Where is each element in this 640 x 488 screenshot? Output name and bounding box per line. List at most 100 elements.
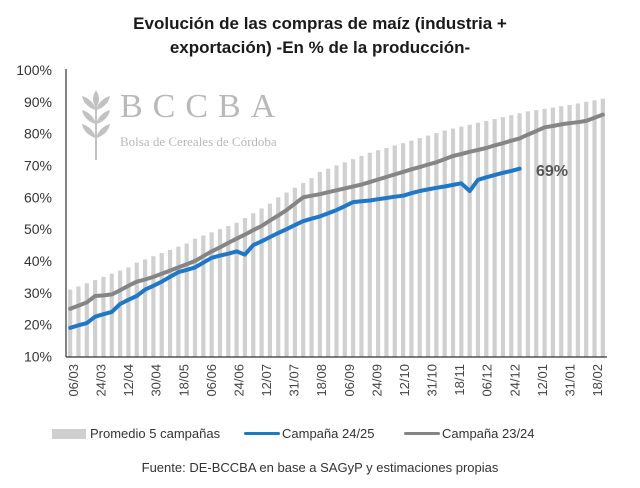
bar-promedio bbox=[176, 246, 181, 357]
bar-promedio bbox=[68, 289, 73, 357]
bar-promedio bbox=[326, 168, 331, 357]
y-tick-label: 30% bbox=[24, 285, 52, 301]
bar-promedio bbox=[384, 147, 389, 357]
bar-promedio bbox=[151, 256, 156, 357]
x-axis-ticks: 06/03 24/03 12/04 30/04 18/05 06/06 24/06 12/07… bbox=[66, 364, 605, 397]
bar-promedio bbox=[525, 111, 531, 357]
x-tick-label: 12/07 bbox=[259, 364, 274, 397]
bar-promedio bbox=[192, 238, 198, 357]
bar-promedio bbox=[142, 259, 148, 357]
bar-promedio bbox=[251, 213, 256, 357]
legend-item-2425: Campaña 24/25 bbox=[244, 426, 375, 441]
chart-title-line1: Evolución de las compras de maíz (indust… bbox=[133, 14, 507, 33]
bar-promedio bbox=[342, 162, 347, 357]
bar-promedio bbox=[109, 273, 114, 357]
bar-promedio bbox=[392, 145, 397, 357]
y-tick-label: 70% bbox=[24, 158, 52, 174]
bar-promedio bbox=[118, 270, 123, 357]
x-tick-label: 06/12 bbox=[480, 364, 495, 397]
y-tick-label: 60% bbox=[24, 189, 52, 205]
bar-promedio bbox=[442, 130, 447, 357]
line-campana-24-25 bbox=[68, 166, 522, 330]
x-tick-label: 24/12 bbox=[507, 364, 522, 397]
bar-promedio bbox=[467, 124, 472, 357]
bar-promedio bbox=[359, 155, 364, 357]
y-tick-label: 40% bbox=[24, 253, 52, 269]
x-tick-label: 24/03 bbox=[94, 364, 109, 397]
end-value-label: 69% bbox=[536, 163, 568, 180]
bar-promedio bbox=[492, 119, 497, 357]
bar-promedio bbox=[292, 187, 297, 357]
bar-promedio bbox=[276, 197, 281, 357]
bar-promedio bbox=[76, 286, 81, 357]
legend-item-promedio: Promedio 5 campañas bbox=[52, 426, 220, 441]
x-tick-label: 24/06 bbox=[232, 364, 247, 397]
bar-promedio bbox=[600, 98, 605, 357]
bar-promedio bbox=[409, 140, 414, 357]
bar-promedio bbox=[301, 183, 306, 357]
bar-promedio bbox=[400, 143, 406, 357]
legend-item-2324: Campaña 23/24 bbox=[404, 426, 535, 441]
y-tick-label: 100% bbox=[16, 62, 52, 78]
bar-promedio bbox=[351, 159, 356, 357]
bar-promedio bbox=[184, 243, 189, 357]
bar-promedio bbox=[317, 171, 322, 357]
bccba-logo: BCCBA Bolsa de Cereales de Córdoba bbox=[80, 88, 280, 160]
bar-promedio bbox=[167, 249, 173, 357]
bar-promedio bbox=[542, 108, 547, 357]
bar-promedio bbox=[450, 128, 456, 357]
legend-swatch-2324 bbox=[404, 432, 440, 435]
chart-svg: 10% 20% 30% 40% 50% 60% 70% 80% 90% 100% 06/03 24/… bbox=[16, 62, 607, 397]
y-tick-label: 20% bbox=[24, 317, 52, 333]
bar-promedio bbox=[309, 178, 314, 357]
x-tick-label: 12/10 bbox=[397, 364, 412, 397]
y-tick-label: 80% bbox=[24, 126, 52, 142]
bar-promedio bbox=[517, 113, 522, 357]
x-tick-label: 12/04 bbox=[121, 364, 136, 397]
bar-promedio bbox=[209, 232, 214, 357]
bar-promedio bbox=[159, 253, 164, 357]
bar-promedio bbox=[509, 115, 514, 357]
bar-promedio bbox=[84, 283, 89, 357]
bar-promedio bbox=[592, 100, 597, 357]
bar-promedio bbox=[559, 106, 564, 357]
logo-subtitle: Bolsa de Cereales de Córdoba bbox=[120, 134, 277, 149]
x-tick-label: 06/06 bbox=[204, 364, 219, 397]
x-tick-label: 06/09 bbox=[342, 364, 357, 397]
x-tick-label: 30/04 bbox=[149, 364, 164, 397]
bar-promedio bbox=[459, 126, 464, 357]
x-tick-label: 31/01 bbox=[562, 364, 577, 397]
y-tick-label: 90% bbox=[24, 94, 52, 110]
bar-promedio bbox=[126, 267, 131, 357]
bar-promedio bbox=[334, 165, 339, 357]
bar-promedio bbox=[267, 203, 273, 357]
bar-promedio bbox=[101, 276, 106, 357]
bar-promedio bbox=[500, 117, 506, 357]
bar-promedio bbox=[259, 208, 264, 357]
bar-promedio bbox=[534, 110, 539, 357]
bar-promedio bbox=[217, 229, 223, 357]
y-tick-label: 50% bbox=[24, 221, 52, 237]
bar-promedio bbox=[475, 122, 481, 357]
chart-title: Evolución de las compras de maíz (indust… bbox=[60, 12, 580, 60]
x-tick-label: 18/08 bbox=[314, 364, 329, 397]
bar-promedio bbox=[284, 192, 289, 357]
x-tick-label: 31/10 bbox=[425, 364, 440, 397]
bar-promedio bbox=[484, 120, 489, 357]
bar-promedio bbox=[226, 225, 231, 357]
y-tick-label: 10% bbox=[24, 349, 52, 365]
x-tick-label: 18/05 bbox=[176, 364, 191, 397]
bar-promedio bbox=[434, 133, 439, 357]
x-tick-label: 31/07 bbox=[287, 364, 302, 397]
line-campana-23-24 bbox=[68, 112, 605, 311]
legend-label-promedio: Promedio 5 campañas bbox=[90, 426, 221, 441]
bar-promedio bbox=[550, 107, 555, 357]
bar-promedio bbox=[234, 222, 239, 357]
legend-label-2324: Campaña 23/24 bbox=[442, 426, 535, 441]
source-note: Fuente: DE-BCCBA en base a SAGyP y estim… bbox=[141, 460, 499, 475]
bar-promedio bbox=[567, 105, 572, 357]
bar-promedio bbox=[134, 262, 139, 357]
bar-promedio bbox=[575, 103, 580, 357]
bars-promedio bbox=[68, 98, 605, 357]
x-tick-label: 06/03 bbox=[66, 364, 81, 397]
